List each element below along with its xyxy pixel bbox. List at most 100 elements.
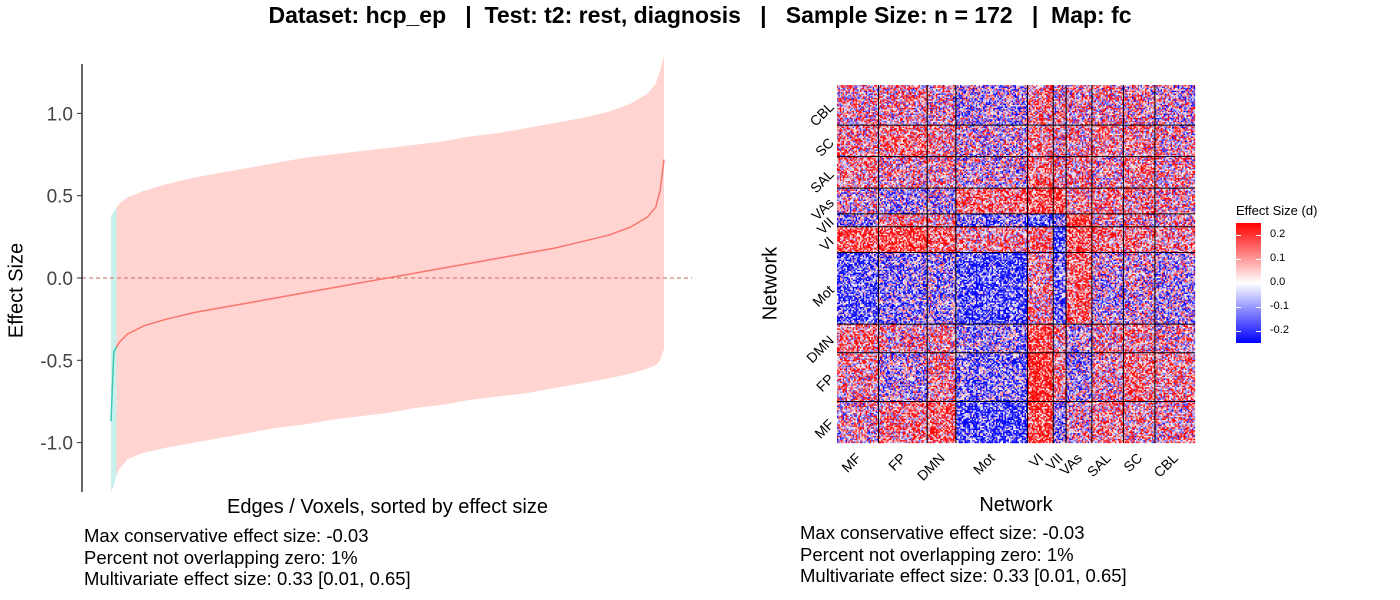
heatmap-cell — [1192, 94, 1194, 96]
heatmap-cell — [1073, 88, 1075, 90]
heatmap-cell — [1048, 89, 1050, 91]
heatmap-cell — [1116, 89, 1118, 91]
heatmap-cell — [876, 86, 878, 88]
heatmap-cell — [886, 92, 888, 94]
heatmap-cell — [1023, 89, 1025, 91]
heatmap-cell — [901, 91, 903, 93]
heatmap-cell — [1003, 91, 1005, 93]
heatmap-cell — [1194, 85, 1196, 87]
heatmap-cell — [1069, 92, 1071, 94]
heatmap-cell — [853, 89, 855, 91]
heatmap-cell — [1046, 94, 1048, 96]
main-title: Dataset: hcp_ep | Test: t2: rest, diagno… — [0, 2, 1400, 29]
heatmap-cell — [959, 89, 961, 91]
heatmap-cell — [952, 91, 954, 93]
heatmap-cell — [1068, 89, 1070, 91]
heatmap-cell — [1100, 95, 1102, 97]
heatmap-cell — [977, 89, 979, 91]
heatmap-cell — [840, 86, 842, 88]
heatmap-cell — [1146, 91, 1148, 93]
heatmap-cell — [1073, 91, 1075, 93]
heatmap-cell — [910, 92, 912, 94]
heatmap-cell — [1080, 86, 1082, 88]
heatmap-cell — [851, 85, 853, 87]
heatmap-cell — [974, 95, 976, 97]
heatmap-cell — [1148, 91, 1150, 93]
heatmap-cell — [1184, 88, 1186, 90]
heatmap-cell — [1100, 85, 1102, 87]
heatmap-cell — [1015, 86, 1017, 88]
heatmap-cell — [1152, 91, 1154, 93]
heatmap-cell — [843, 95, 845, 97]
heatmap-cell — [1083, 85, 1085, 87]
heatmap-cell — [857, 88, 859, 90]
heatmap-cell — [1133, 94, 1135, 96]
heatmap-cell — [906, 92, 908, 94]
heatmap-cell — [1100, 88, 1102, 90]
heatmap-cell — [897, 85, 899, 87]
heatmap-cell — [962, 89, 964, 91]
heatmap-cell — [881, 95, 883, 97]
heatmap-cell — [946, 86, 948, 88]
heatmap-cell — [967, 94, 969, 96]
heatmap-cell — [893, 88, 895, 90]
heatmap-cell — [1015, 94, 1017, 96]
heatmap-cell — [980, 95, 982, 97]
heatmap-cell — [995, 94, 997, 96]
heatmap-cell — [1132, 89, 1134, 91]
heatmap-cell — [1033, 86, 1035, 88]
heatmap-cell — [883, 89, 885, 91]
heatmap-cell — [1131, 94, 1133, 96]
heatmap-cell — [950, 85, 952, 87]
heatmap-cell — [966, 85, 968, 87]
heatmap-cell — [1093, 92, 1095, 94]
heatmap-cell — [907, 86, 909, 88]
heatmap-cell — [1102, 89, 1104, 91]
heatmap-cell — [1129, 86, 1131, 88]
heatmap-cell — [957, 94, 959, 96]
heatmap-cell — [1174, 89, 1176, 91]
heatmap-cell — [993, 88, 995, 90]
heatmap-cell — [1076, 88, 1078, 90]
heatmap-cell — [917, 91, 919, 93]
heatmap-cell — [1068, 91, 1070, 93]
heatmap-cell — [1022, 91, 1024, 93]
heatmap-cell — [841, 86, 843, 88]
heatmap-cell — [853, 95, 855, 97]
heatmap-cell — [1000, 91, 1002, 93]
heatmap-cell — [990, 89, 992, 91]
heatmap-cell — [1118, 85, 1120, 87]
heatmap-cell — [856, 88, 858, 90]
heatmap-cell — [937, 95, 939, 97]
heatmap-cell — [976, 85, 978, 87]
heatmap-cell — [1040, 91, 1042, 93]
heatmap-cell — [1168, 89, 1170, 91]
heatmap-cell — [982, 92, 984, 94]
heatmap-cell — [1020, 95, 1022, 97]
heatmap-cell — [840, 88, 842, 90]
heatmap-cell — [1003, 95, 1005, 97]
heatmap-cell — [1086, 88, 1088, 90]
heatmap-cell — [910, 94, 912, 96]
heatmap-cell — [861, 89, 863, 91]
heatmap-cell — [1156, 88, 1158, 90]
heatmap-cell — [863, 92, 865, 94]
heatmap-cell — [1184, 89, 1186, 91]
heatmap-cell — [1033, 91, 1035, 93]
heatmap-cell — [873, 85, 875, 87]
heatmap-cell — [967, 92, 969, 94]
heatmap-cell — [1022, 94, 1024, 96]
heatmap-cell — [1009, 85, 1011, 87]
heatmap-cell — [1112, 95, 1114, 97]
heatmap-cell — [1056, 91, 1058, 93]
heatmap-cell — [883, 92, 885, 94]
heatmap-cell — [1168, 92, 1170, 94]
heatmap-cell — [1083, 91, 1085, 93]
heatmap-cell — [962, 94, 964, 96]
heatmap-cell — [1006, 89, 1008, 91]
heatmap-cell — [1060, 85, 1062, 87]
heatmap-cell — [916, 92, 918, 94]
heatmap-cell — [1166, 85, 1168, 87]
heatmap-cell — [896, 95, 898, 97]
heatmap-cell — [869, 86, 871, 88]
